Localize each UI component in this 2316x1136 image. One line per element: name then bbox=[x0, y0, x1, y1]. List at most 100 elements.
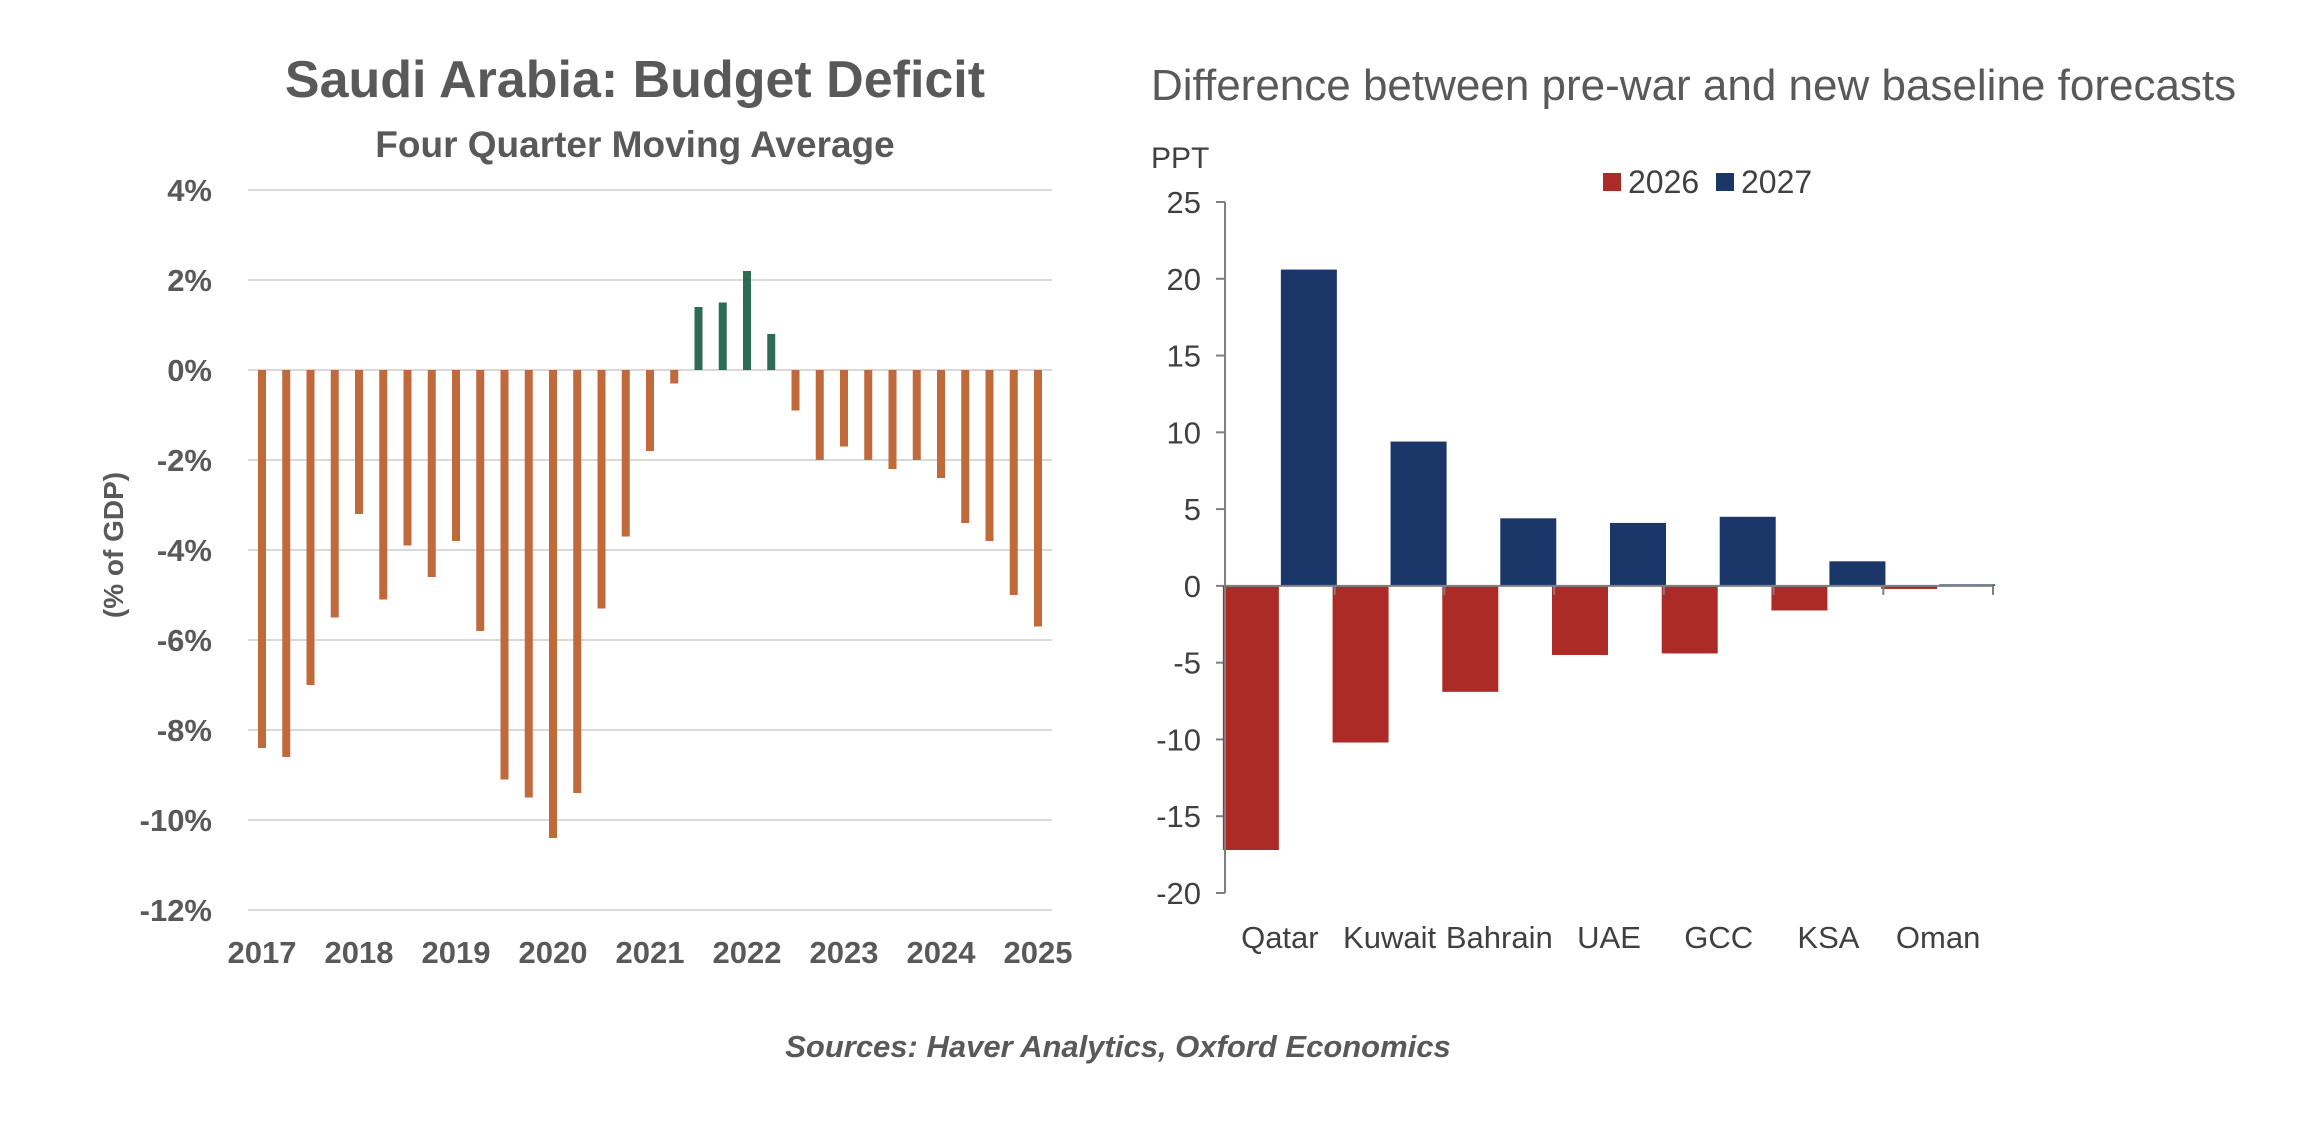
deficit-bar bbox=[549, 370, 557, 838]
x-tick-label: 2024 bbox=[907, 935, 977, 970]
bar-2026 bbox=[1552, 585, 1608, 655]
deficit-bar bbox=[961, 370, 970, 523]
deficit-bar bbox=[1034, 370, 1042, 627]
deficit-bar bbox=[573, 370, 582, 793]
deficit-bar bbox=[912, 370, 921, 460]
x-tick-label: 2017 bbox=[228, 935, 297, 970]
bar-2026 bbox=[1332, 585, 1389, 743]
deficit-bar bbox=[524, 370, 533, 798]
x-tick-label: 2022 bbox=[713, 935, 782, 970]
bar-2027 bbox=[1390, 441, 1447, 586]
left-bars bbox=[258, 271, 1042, 838]
y-tick-label: 25 bbox=[1167, 185, 1201, 220]
y-tick-label: 2% bbox=[167, 263, 212, 298]
category-label: Bahrain bbox=[1446, 920, 1553, 955]
deficit-bar bbox=[937, 370, 945, 478]
legend-label: 2026 bbox=[1628, 164, 1699, 200]
y-tick-label: -20 bbox=[1156, 876, 1201, 911]
bar-2027 bbox=[1610, 522, 1666, 586]
category-label: Oman bbox=[1896, 920, 1980, 955]
bar-2027 bbox=[1280, 269, 1337, 586]
left-x-ticks: 2017 2018 2019 2020 2021 2022 2023 2024 2025 bbox=[228, 935, 1073, 970]
y-tick-label: -10% bbox=[140, 803, 212, 838]
x-tick-label: 2023 bbox=[810, 935, 879, 970]
legend-swatch bbox=[1716, 173, 1734, 191]
deficit-bar bbox=[306, 370, 315, 685]
y-tick-label: -12% bbox=[140, 893, 212, 928]
deficit-bar bbox=[646, 370, 654, 451]
left-chart-subtitle: Four Quarter Moving Average bbox=[375, 124, 894, 165]
y-tick-label: -10 bbox=[1156, 722, 1201, 757]
bar-2026 bbox=[1442, 585, 1499, 692]
deficit-bar bbox=[452, 370, 460, 541]
deficit-bar bbox=[815, 370, 824, 460]
right-chart-title: Difference between pre-war and new basel… bbox=[1151, 61, 2236, 110]
deficit-bar bbox=[791, 370, 800, 411]
deficit-bar bbox=[767, 334, 776, 370]
deficit-bar bbox=[355, 370, 363, 514]
category-label: KSA bbox=[1797, 920, 1859, 955]
deficit-bar bbox=[840, 370, 848, 447]
deficit-bar bbox=[670, 370, 679, 384]
deficit-bar bbox=[694, 307, 703, 370]
y-tick-label: 15 bbox=[1167, 339, 1201, 374]
left-grid bbox=[248, 189, 1052, 911]
right-bars bbox=[1222, 269, 1996, 851]
deficit-bar bbox=[379, 370, 388, 600]
bar-2027 bbox=[1500, 518, 1557, 586]
deficit-bar bbox=[597, 370, 606, 609]
deficit-bar bbox=[621, 370, 630, 537]
bar-2027 bbox=[1719, 516, 1776, 586]
x-tick-label: 2019 bbox=[422, 935, 491, 970]
bar-2027 bbox=[1829, 561, 1886, 586]
legend-swatch bbox=[1603, 173, 1621, 191]
deficit-bar bbox=[718, 302, 727, 370]
deficit-bar bbox=[1009, 370, 1018, 595]
source-note: Sources: Haver Analytics, Oxford Economi… bbox=[785, 1029, 1451, 1064]
category-label: Qatar bbox=[1241, 920, 1319, 955]
right-y-axis-unit: PPT bbox=[1151, 142, 1209, 175]
forecast-difference-chart: Difference between pre-war and new basel… bbox=[1151, 61, 2236, 955]
left-chart-title: Saudi Arabia: Budget Deficit bbox=[285, 51, 985, 109]
x-tick-label: 2021 bbox=[616, 935, 685, 970]
y-tick-label: 20 bbox=[1167, 262, 1201, 297]
y-tick-label: -6% bbox=[157, 623, 212, 658]
deficit-bar bbox=[743, 271, 751, 370]
y-tick-label: -8% bbox=[157, 713, 212, 748]
deficit-bar bbox=[864, 370, 873, 460]
y-tick-label: 0% bbox=[167, 353, 212, 388]
right-axes bbox=[1224, 202, 1994, 893]
y-tick-label: -15 bbox=[1156, 799, 1201, 834]
category-label: UAE bbox=[1577, 920, 1641, 955]
deficit-bar bbox=[500, 370, 509, 780]
x-tick-label: 2018 bbox=[325, 935, 394, 970]
y-tick-label: 4% bbox=[167, 173, 212, 208]
deficit-bar bbox=[258, 370, 266, 748]
x-tick-label: 2025 bbox=[1004, 935, 1073, 970]
deficit-bar bbox=[888, 370, 897, 469]
left-y-ticks: 4% 2% 0% -2% -4% -6% -8% -10% -12% bbox=[140, 173, 212, 928]
y-tick-label: -4% bbox=[157, 533, 212, 568]
bar-2026 bbox=[1881, 585, 1938, 589]
bar-2026 bbox=[1222, 585, 1279, 851]
legend-label: 2027 bbox=[1741, 164, 1812, 200]
left-y-axis-label: (% of GDP) bbox=[98, 472, 129, 618]
y-tick-label: 0 bbox=[1184, 569, 1201, 604]
deficit-bar bbox=[330, 370, 339, 618]
deficit-bar bbox=[985, 370, 994, 541]
right-category-labels: Qatar Kuwait Bahrain UAE GCC KSA Oman bbox=[1241, 920, 1980, 955]
bar-2026 bbox=[1771, 585, 1828, 611]
y-tick-label: 10 bbox=[1167, 415, 1201, 450]
category-label: Kuwait bbox=[1343, 920, 1436, 955]
deficit-bar bbox=[403, 370, 412, 546]
x-tick-label: 2020 bbox=[519, 935, 588, 970]
y-tick-label: -5 bbox=[1173, 646, 1201, 681]
budget-deficit-chart: Saudi Arabia: Budget Deficit Four Quarte… bbox=[98, 51, 1072, 970]
right-legend: 2026 2027 bbox=[1603, 164, 1812, 200]
deficit-bar bbox=[282, 370, 291, 757]
y-tick-label: 5 bbox=[1184, 492, 1201, 527]
category-label: GCC bbox=[1684, 920, 1753, 955]
y-tick-label: -2% bbox=[157, 443, 212, 478]
bar-2026 bbox=[1661, 585, 1718, 654]
